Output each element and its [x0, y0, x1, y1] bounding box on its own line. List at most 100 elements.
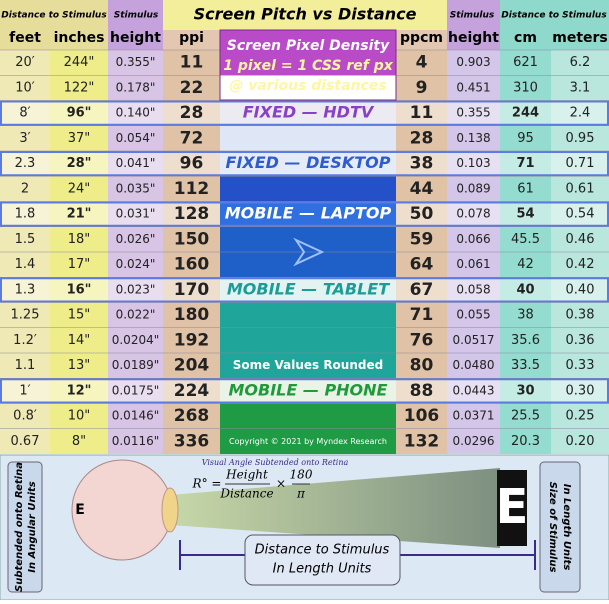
cell: 0.0296	[453, 434, 495, 448]
cell-bg	[108, 151, 163, 177]
cell: 1.8	[15, 207, 36, 222]
cell: 22	[180, 78, 204, 98]
cell-bg	[163, 125, 220, 151]
cell: 0.026"	[116, 232, 156, 246]
cell: 0.903	[456, 55, 490, 69]
note: Some Values Rounded	[233, 358, 383, 372]
section-label: MOBILE — TABLET	[227, 279, 390, 298]
cell-bg	[0, 125, 50, 151]
cell: 0.089	[456, 181, 490, 195]
middle-bg	[220, 403, 396, 429]
highlight	[500, 100, 551, 126]
cell: 0.20	[566, 434, 595, 449]
cell: 30	[516, 383, 534, 398]
formula-caption: Visual Angle Subtended onto Retina	[202, 458, 349, 467]
cell: 170	[174, 280, 210, 300]
cell-bg	[500, 277, 551, 303]
distance-box	[244, 534, 401, 586]
cell-bg	[500, 428, 551, 454]
highlight	[163, 378, 220, 404]
cell: 96	[180, 154, 204, 174]
visual-cone	[170, 468, 500, 548]
highlight	[0, 277, 50, 303]
cell: 0.0371	[453, 409, 495, 423]
header-cell	[447, 0, 500, 50]
cell: 38	[410, 154, 434, 174]
cell-bg	[551, 100, 609, 126]
cell: 0.0189"	[112, 358, 160, 372]
cell: 0.103	[456, 156, 490, 170]
logo	[293, 237, 325, 267]
highlight	[396, 378, 447, 404]
cell: 17"	[68, 257, 91, 272]
cell-bg	[108, 378, 163, 404]
cell: 96"	[67, 106, 92, 121]
cell-bg	[108, 252, 163, 278]
cell-bg	[50, 327, 108, 353]
cell-bg	[108, 100, 163, 126]
cell-bg	[108, 75, 163, 101]
cell: 0.041"	[116, 156, 156, 170]
cell: 160	[174, 255, 210, 275]
cell: 0.8′	[13, 409, 37, 424]
highlight-border	[0, 100, 609, 126]
cell-bg	[163, 151, 220, 177]
cell-bg	[551, 428, 609, 454]
cell-bg	[551, 353, 609, 379]
cell-bg	[447, 125, 500, 151]
cell: 336	[174, 431, 210, 451]
cell: 16"	[67, 282, 92, 297]
cell: 33.5	[511, 358, 540, 373]
cell: 71	[516, 156, 534, 171]
middle-bg	[220, 353, 396, 379]
highlight-border	[0, 201, 609, 227]
cell: 0.54	[566, 207, 595, 222]
cell: 9	[416, 78, 428, 98]
cell-bg	[0, 226, 50, 252]
cell-bg	[163, 403, 220, 429]
cell-bg	[447, 378, 500, 404]
highlight	[108, 100, 163, 126]
title: Screen Pitch vs Distance	[194, 5, 417, 24]
highlight	[447, 151, 500, 177]
middle-bg	[220, 428, 396, 454]
cell: 0.054"	[116, 131, 156, 145]
cell-bg	[108, 125, 163, 151]
cell-bg	[396, 403, 447, 429]
cell: 0.42	[566, 257, 595, 272]
column-header: height	[448, 30, 499, 46]
cell-bg	[163, 353, 220, 379]
cell-bg	[500, 125, 551, 151]
cell: 0.95	[566, 131, 595, 146]
cell-bg	[396, 302, 447, 328]
cell: 0.25	[566, 409, 595, 424]
cell: 106	[404, 406, 440, 426]
cell-bg	[0, 403, 50, 429]
cell: 1.2′	[13, 333, 37, 348]
highlight	[447, 378, 500, 404]
cell: 0.33	[566, 358, 595, 373]
cell: 1.5	[15, 232, 36, 247]
cell-bg	[447, 75, 500, 101]
cell: 132	[404, 431, 440, 451]
highlight	[551, 100, 609, 126]
cell-bg	[0, 353, 50, 379]
cell: 0.178"	[116, 80, 156, 94]
cell-bg	[447, 327, 500, 353]
highlight	[0, 100, 50, 126]
cell: 0.46	[566, 232, 595, 247]
cell-bg	[50, 151, 108, 177]
cell: 38	[517, 308, 534, 323]
cell: 192	[174, 330, 210, 350]
cell: 72	[180, 128, 204, 148]
cell: 224	[174, 381, 210, 401]
highlight	[163, 201, 220, 227]
cell-bg	[551, 226, 609, 252]
cell-bg	[551, 125, 609, 151]
header-cell	[500, 0, 551, 50]
cell: 21"	[67, 207, 92, 222]
cell-bg	[0, 201, 50, 227]
cell-bg	[163, 327, 220, 353]
